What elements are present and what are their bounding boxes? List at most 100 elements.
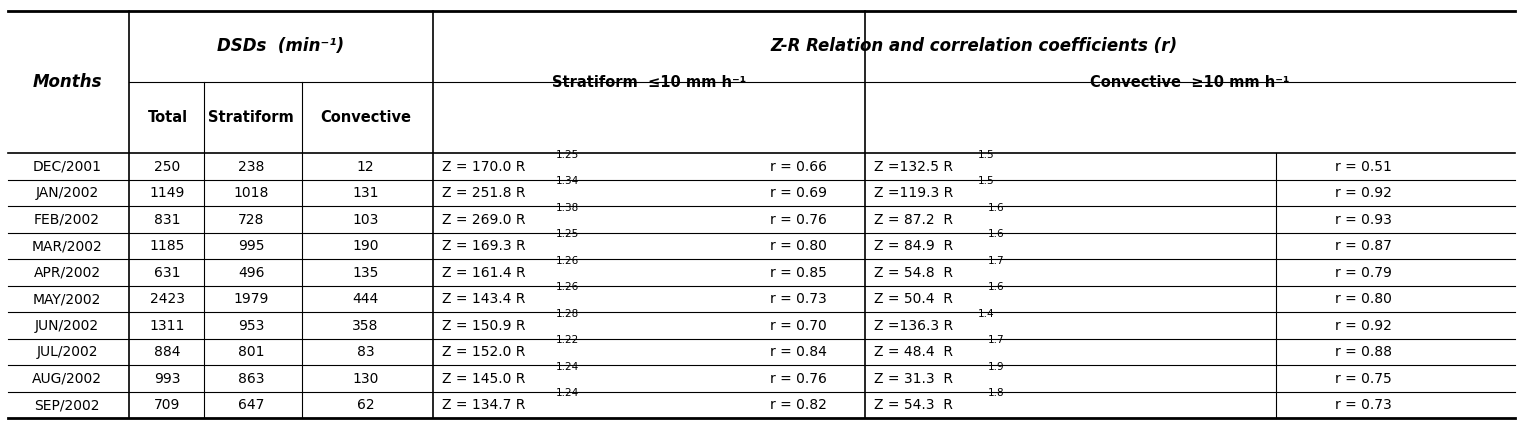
Text: Stratiform: Stratiform: [209, 110, 294, 125]
Text: 1.26: 1.26: [556, 282, 579, 292]
Text: 1.5: 1.5: [978, 176, 995, 186]
Text: 250: 250: [154, 160, 181, 174]
Text: r = 0.69: r = 0.69: [769, 186, 827, 200]
Text: AUG/2002: AUG/2002: [32, 372, 102, 386]
Text: MAY/2002: MAY/2002: [34, 292, 101, 306]
Text: Z = 54.3  R: Z = 54.3 R: [874, 398, 953, 412]
Text: 1149: 1149: [149, 186, 186, 200]
Text: APR/2002: APR/2002: [34, 266, 101, 280]
Text: r = 0.80: r = 0.80: [1334, 292, 1392, 306]
Text: r = 0.88: r = 0.88: [1334, 345, 1392, 359]
Text: 190: 190: [352, 239, 379, 253]
Text: 1.38: 1.38: [556, 202, 579, 213]
Text: 884: 884: [154, 345, 181, 359]
Text: 1311: 1311: [149, 319, 186, 332]
Text: 1.6: 1.6: [988, 202, 1005, 213]
Text: r = 0.70: r = 0.70: [769, 319, 827, 332]
Text: 831: 831: [154, 213, 181, 227]
Text: r = 0.76: r = 0.76: [769, 213, 827, 227]
Text: Z = 169.3 R: Z = 169.3 R: [442, 239, 525, 253]
Text: 1.7: 1.7: [988, 256, 1005, 266]
Text: Z =119.3 R: Z =119.3 R: [874, 186, 953, 200]
Text: 1.24: 1.24: [556, 388, 579, 398]
Text: 130: 130: [352, 372, 379, 386]
Text: Z = 31.3  R: Z = 31.3 R: [874, 372, 953, 386]
Text: Z = 143.4 R: Z = 143.4 R: [442, 292, 525, 306]
Text: r = 0.76: r = 0.76: [769, 372, 827, 386]
Text: 103: 103: [352, 213, 379, 227]
Text: 1.24: 1.24: [556, 362, 579, 372]
Text: 863: 863: [238, 372, 265, 386]
Text: 1.26: 1.26: [556, 256, 579, 266]
Text: 496: 496: [238, 266, 265, 280]
Text: Z = 251.8 R: Z = 251.8 R: [442, 186, 525, 200]
Text: r = 0.79: r = 0.79: [1334, 266, 1392, 280]
Text: 1.25: 1.25: [556, 229, 579, 239]
Text: Z = 87.2  R: Z = 87.2 R: [874, 213, 953, 227]
Text: 62: 62: [356, 398, 375, 412]
Text: Z =132.5 R: Z =132.5 R: [874, 160, 953, 174]
Text: 135: 135: [352, 266, 379, 280]
Text: Z = 161.4 R: Z = 161.4 R: [442, 266, 525, 280]
Text: r = 0.75: r = 0.75: [1334, 372, 1392, 386]
Text: 728: 728: [238, 213, 265, 227]
Text: 131: 131: [352, 186, 379, 200]
Text: 1.9: 1.9: [988, 362, 1005, 372]
Text: SEP/2002: SEP/2002: [34, 398, 101, 412]
Text: 1.5: 1.5: [978, 150, 995, 160]
Text: 1.7: 1.7: [988, 335, 1005, 345]
Text: 1.6: 1.6: [988, 229, 1005, 239]
Text: r = 0.80: r = 0.80: [769, 239, 827, 253]
Text: 358: 358: [352, 319, 379, 332]
Text: 1979: 1979: [233, 292, 270, 306]
Text: r = 0.66: r = 0.66: [769, 160, 827, 174]
Text: r = 0.87: r = 0.87: [1334, 239, 1392, 253]
Text: 1.4: 1.4: [978, 308, 995, 319]
Text: r = 0.51: r = 0.51: [1334, 160, 1392, 174]
Text: 444: 444: [352, 292, 379, 306]
Text: Convective  ≥10 mm h⁻¹: Convective ≥10 mm h⁻¹: [1090, 75, 1290, 90]
Text: 1.25: 1.25: [556, 150, 579, 160]
Text: JUL/2002: JUL/2002: [37, 345, 97, 359]
Text: 709: 709: [154, 398, 181, 412]
Text: 1018: 1018: [233, 186, 270, 200]
Text: Stratiform  ≤10 mm h⁻¹: Stratiform ≤10 mm h⁻¹: [551, 75, 746, 90]
Text: Months: Months: [32, 73, 102, 91]
Text: Z = 84.9  R: Z = 84.9 R: [874, 239, 953, 253]
Text: 1.8: 1.8: [988, 388, 1005, 398]
Text: JUN/2002: JUN/2002: [35, 319, 99, 332]
Text: Z = 150.9 R: Z = 150.9 R: [442, 319, 525, 332]
Text: Z =136.3 R: Z =136.3 R: [874, 319, 953, 332]
Text: Z = 134.7 R: Z = 134.7 R: [442, 398, 525, 412]
Text: 12: 12: [356, 160, 375, 174]
Text: FEB/2002: FEB/2002: [34, 213, 101, 227]
Text: r = 0.82: r = 0.82: [769, 398, 827, 412]
Text: 953: 953: [238, 319, 265, 332]
Text: 631: 631: [154, 266, 181, 280]
Text: 1.34: 1.34: [556, 176, 579, 186]
Text: 993: 993: [154, 372, 181, 386]
Text: 83: 83: [356, 345, 375, 359]
Text: 801: 801: [238, 345, 265, 359]
Text: 238: 238: [238, 160, 265, 174]
Text: Convective: Convective: [320, 110, 411, 125]
Text: 995: 995: [238, 239, 265, 253]
Text: 647: 647: [238, 398, 265, 412]
Text: Z = 50.4  R: Z = 50.4 R: [874, 292, 953, 306]
Text: Z-R Relation and correlation coefficients (r): Z-R Relation and correlation coefficient…: [771, 37, 1177, 55]
Text: Z = 54.8  R: Z = 54.8 R: [874, 266, 953, 280]
Text: Z = 269.0 R: Z = 269.0 R: [442, 213, 525, 227]
Text: 1.6: 1.6: [988, 282, 1005, 292]
Text: Z = 152.0 R: Z = 152.0 R: [442, 345, 525, 359]
Text: DSDs  (min⁻¹): DSDs (min⁻¹): [218, 37, 344, 55]
Text: r = 0.73: r = 0.73: [769, 292, 827, 306]
Text: r = 0.73: r = 0.73: [1334, 398, 1392, 412]
Text: MAR/2002: MAR/2002: [32, 239, 102, 253]
Text: 1.28: 1.28: [556, 308, 579, 319]
Text: r = 0.92: r = 0.92: [1334, 319, 1392, 332]
Text: JAN/2002: JAN/2002: [35, 186, 99, 200]
Text: Z = 145.0 R: Z = 145.0 R: [442, 372, 525, 386]
Text: Z = 170.0 R: Z = 170.0 R: [442, 160, 525, 174]
Text: r = 0.92: r = 0.92: [1334, 186, 1392, 200]
Text: 2423: 2423: [151, 292, 184, 306]
